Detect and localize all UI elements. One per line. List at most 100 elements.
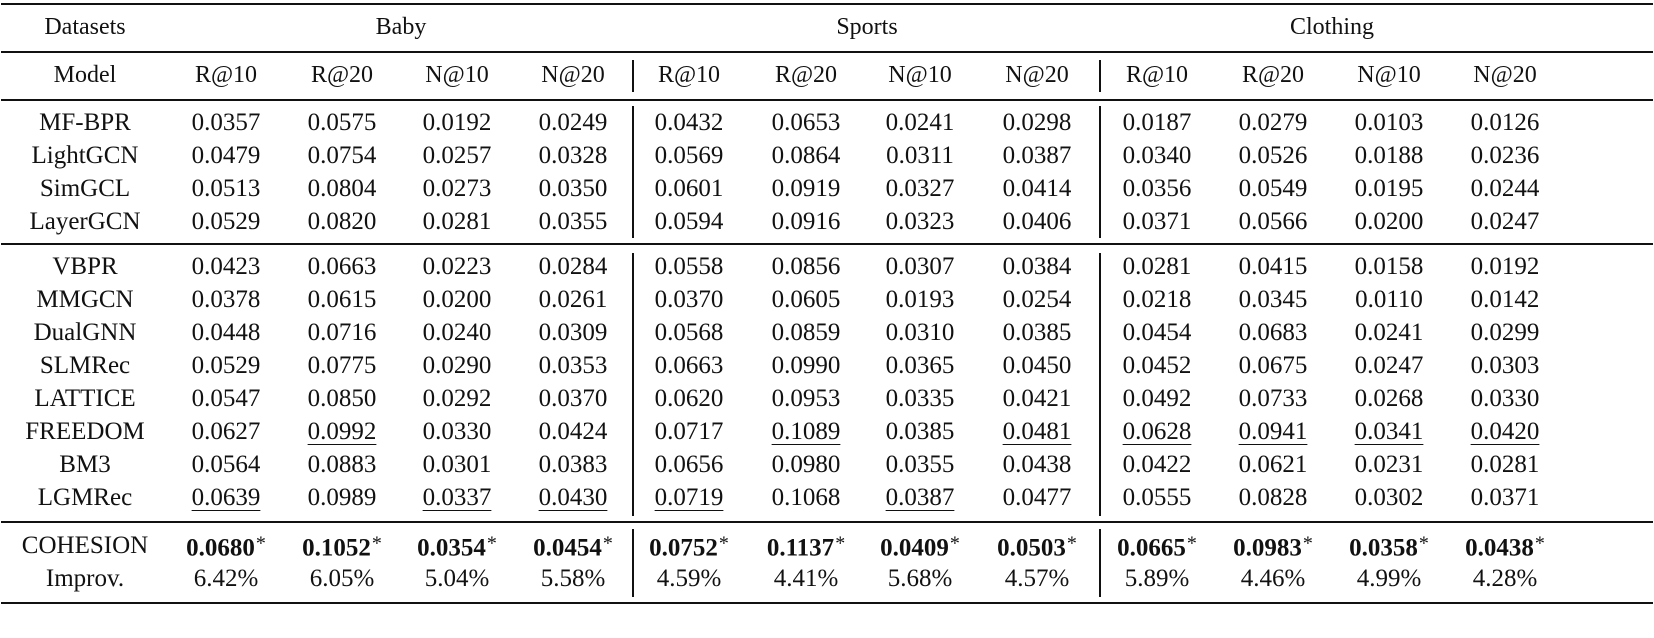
metric-value: 0.0302 [1354,484,1424,511]
metric-value: 0.0355 [538,208,608,235]
metric-header: N@20 [1473,62,1537,88]
metric-value: 0.0365 [885,352,955,379]
metric-value: 0.0953 [771,385,841,412]
significance-marker: * [1418,532,1429,555]
dataset-header: Sports [836,14,898,40]
metric-value: 0.0656 [654,451,724,478]
metric-value: 0.0337 [422,484,492,511]
table-rule [1,3,1653,5]
metric-value: 0.0859 [771,319,841,346]
metric-header: N@10 [425,62,489,88]
table-rule [1,99,1653,101]
metric-value: 0.1068 [771,484,841,511]
metric-value: 0.0529 [191,352,261,379]
metric-value: 0.0281 [1470,451,1540,478]
metric-value: 0.0353 [538,352,608,379]
metric-value: 0.0409* [880,532,960,562]
metric-value: 5.89% [1124,565,1190,592]
metric-value: 0.0916 [771,208,841,235]
metric-value: 0.0615 [307,286,377,313]
metric-value: 0.0989 [307,484,377,511]
significance-marker: * [1066,532,1077,555]
significance-marker: * [602,532,613,555]
metric-value: 0.0355 [885,451,955,478]
metric-value: 0.0236 [1470,142,1540,169]
model-name: COHESION [21,532,149,559]
metric-value: 0.0850 [307,385,377,412]
table-rule [1,243,1653,245]
metric-value: 0.0513 [191,175,261,202]
metric-value: 0.0716 [307,319,377,346]
metric-header: R@10 [1125,62,1189,88]
metric-value: 0.0370 [654,286,724,313]
metric-value: 0.0454* [533,532,613,562]
metric-value: 0.0547 [191,385,261,412]
metric-value: 0.0273 [422,175,492,202]
column-separator [632,60,634,92]
significance-marker: * [371,532,382,555]
metric-value: 0.0187 [1122,109,1192,136]
metric-header: R@20 [310,62,374,88]
metric-value: 0.0438 [1002,451,1072,478]
metric-value: 0.0371 [1470,484,1540,511]
metric-value: 0.0378 [191,286,261,313]
metric-value: 0.0142 [1470,286,1540,313]
metric-header: R@20 [1241,62,1305,88]
metric-value: 0.0254 [1002,286,1072,313]
metric-value: 0.0354* [417,532,497,562]
metric-value: 0.0555 [1122,484,1192,511]
metric-value: 0.0568 [654,319,724,346]
model-name: MMGCN [36,286,134,313]
metric-value: 0.0218 [1122,286,1192,313]
metric-value: 0.0919 [771,175,841,202]
metric-value: 0.0299 [1470,319,1540,346]
metric-value: 0.0421 [1002,385,1072,412]
metric-value: 4.41% [773,565,839,592]
metric-value: 0.0665* [1117,532,1197,562]
metric-value: 0.1137* [766,532,846,562]
model-name: Improv. [45,565,125,592]
model-name: LightGCN [31,142,139,169]
metric-value: 0.0284 [538,253,608,280]
metric-value: 0.0492 [1122,385,1192,412]
metric-value: 0.0983* [1233,532,1313,562]
metric-value: 0.0675 [1238,352,1308,379]
metric-value: 0.0415 [1238,253,1308,280]
model-name: MF-BPR [39,109,131,136]
metric-header: R@20 [774,62,838,88]
metric-value: 0.0231 [1354,451,1424,478]
metric-value: 0.0430 [538,484,608,511]
metric-value: 0.0247 [1470,208,1540,235]
significance-marker: * [486,532,497,555]
table-rule [1,521,1653,523]
metric-value: 0.0477 [1002,484,1072,511]
metric-value: 0.0941 [1238,418,1308,445]
metric-value: 0.0303 [1470,352,1540,379]
metric-value: 0.0601 [654,175,724,202]
metric-value: 0.0298 [1002,109,1072,136]
metric-value: 0.0356 [1122,175,1192,202]
metric-value: 6.42% [193,565,259,592]
metric-value: 0.0257 [422,142,492,169]
metric-value: 0.0310 [885,319,955,346]
metric-value: 0.0200 [1354,208,1424,235]
significance-marker: * [1186,532,1197,555]
table-rule [1,51,1653,53]
metric-value: 0.0990 [771,352,841,379]
column-separator [632,253,634,516]
metric-value: 0.0281 [422,208,492,235]
metric-value: 0.0438* [1465,532,1545,562]
metric-value: 0.0448 [191,319,261,346]
metric-value: 0.0192 [422,109,492,136]
metric-value: 0.0387 [885,484,955,511]
metric-value: 0.0627 [191,418,261,445]
metric-value: 0.0423 [191,253,261,280]
metric-value: 0.0804 [307,175,377,202]
column-separator [632,529,634,597]
metric-value: 4.99% [1356,565,1422,592]
column-separator [1099,106,1101,238]
metric-value: 4.57% [1004,565,1070,592]
dataset-header: Baby [375,14,427,40]
metric-value: 0.0384 [1002,253,1072,280]
